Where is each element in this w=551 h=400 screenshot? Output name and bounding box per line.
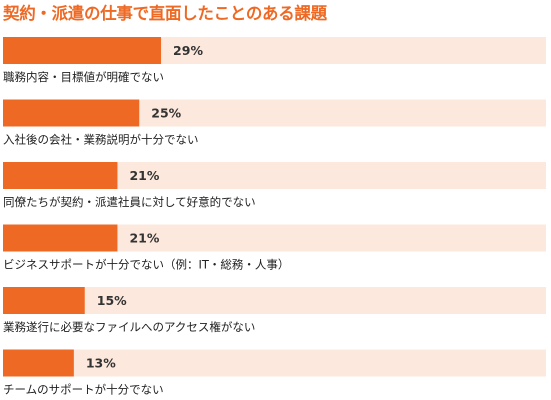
bar-row: 29% 職務内容・目標値が明確でない	[3, 37, 546, 84]
bar-track	[3, 349, 546, 377]
bar	[3, 224, 118, 252]
bar-value-label: 13%	[86, 356, 116, 371]
bar-value-label: 25%	[151, 106, 181, 121]
bar-row: 15% 業務遂行に必要なファイルへのアクセス権がない	[3, 287, 546, 334]
bar-value-label: 21%	[129, 231, 159, 246]
chart-title: 契約・派遣の仕事で直面したことのある課題	[3, 4, 327, 23]
category-label: 職務内容・目標値が明確でない	[3, 70, 164, 84]
category-label: チームのサポートが十分でない	[3, 383, 164, 397]
bar-value-label: 15%	[97, 293, 127, 308]
bar	[3, 349, 74, 377]
bar-row: 21% 同僚たちが契約・派遣社員に対して好意的でない	[3, 162, 546, 209]
category-label: 同僚たちが契約・派遣社員に対して好意的でない	[3, 195, 256, 209]
bar-row: 25% 入社後の会社・業務説明が十分でない	[3, 99, 546, 147]
category-label: 業務遂行に必要なファイルへのアクセス権がない	[3, 320, 255, 334]
bar-row: 21% ビジネスサポートが十分でない（例：IT・総務・人事）	[3, 224, 546, 272]
bar	[3, 99, 140, 127]
bar-track	[3, 287, 546, 314]
bar	[3, 287, 85, 314]
bar	[3, 162, 118, 189]
bar-row: 13% チームのサポートが十分でない	[3, 349, 546, 397]
bar-value-label: 29%	[173, 43, 203, 58]
bar-value-label: 21%	[129, 168, 159, 183]
category-label: 入社後の会社・業務説明が十分でない	[3, 133, 199, 147]
category-label: ビジネスサポートが十分でない（例：IT・総務・人事）	[3, 258, 289, 272]
bar	[3, 37, 162, 64]
